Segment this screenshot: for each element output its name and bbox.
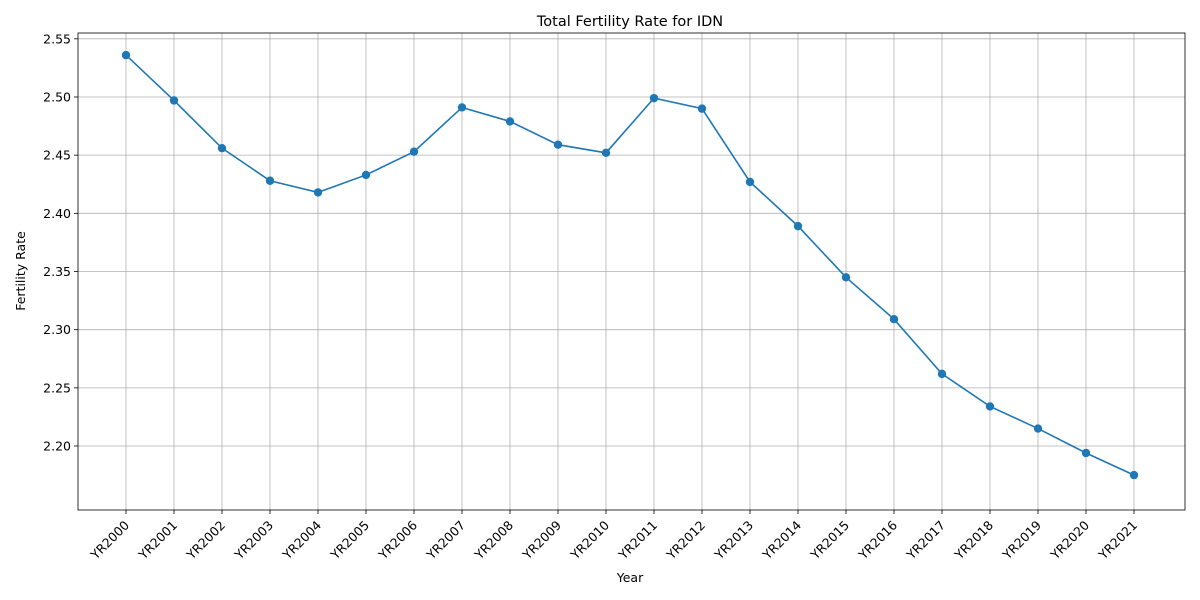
y-tick-label: 2.45 (43, 148, 71, 163)
data-point (457, 103, 467, 112)
data-point (841, 273, 851, 282)
x-tick-label: YR2018 (951, 517, 996, 562)
y-axis-ticks: 2.20 2.25 2.30 2.35 2.40 2.45 2.50 2.55 (43, 31, 78, 454)
y-tick-label: 2.55 (43, 31, 71, 46)
x-tick-label: YR2007 (423, 518, 468, 563)
data-point (793, 221, 803, 231)
data-point (697, 104, 707, 113)
data-point (169, 96, 179, 105)
x-tick-label: YR2009 (519, 517, 564, 562)
series-line (125, 54, 1135, 476)
data-point (649, 93, 659, 103)
data-point (361, 170, 371, 180)
x-tick-label: YR2003 (231, 518, 276, 563)
x-tick-label: YR2000 (87, 517, 132, 562)
x-tick-label: YR2012 (663, 518, 708, 563)
y-tick-label: 2.35 (43, 264, 71, 279)
y-tick-label: 2.25 (43, 380, 71, 395)
x-tick-label: YR2006 (375, 517, 420, 562)
data-point (1033, 424, 1043, 433)
x-tick-label: YR2011 (615, 518, 660, 563)
x-tick-label: YR2004 (279, 517, 324, 562)
x-tick-label: YR2013 (711, 518, 756, 563)
data-point (121, 50, 131, 60)
data-point (745, 177, 755, 187)
data-point (313, 188, 323, 197)
x-tick-label: YR2001 (135, 518, 180, 563)
data-point (1129, 470, 1139, 480)
x-tick-label: YR2019 (999, 517, 1044, 562)
data-point (937, 369, 947, 379)
data-point (217, 143, 227, 153)
data-point (265, 176, 275, 185)
y-tick-label: 2.50 (43, 89, 71, 104)
y-tick-label: 2.40 (43, 206, 71, 221)
y-axis-label: Fertility Rate (13, 231, 28, 311)
data-point (409, 147, 419, 156)
data-point (505, 117, 515, 126)
x-tick-label: YR2015 (807, 518, 852, 563)
data-point (601, 148, 611, 158)
x-tick-label: YR2010 (567, 517, 612, 562)
x-tick-label: YR2017 (903, 518, 948, 563)
x-axis-ticks: YR2000 YR2001 YR2002 YR2003 YR2004 YR2005 YR20… (87, 510, 1140, 563)
x-tick-label: YR2014 (759, 517, 804, 562)
x-tick-label: YR2016 (855, 517, 900, 562)
data-point (985, 402, 995, 411)
x-tick-label: YR2005 (327, 518, 372, 563)
x-tick-label: YR2020 (1047, 517, 1092, 562)
y-tick-label: 2.30 (43, 322, 71, 337)
x-axis-label: Year (616, 570, 644, 585)
chart-title: Total Fertility Rate for IDN (536, 14, 723, 30)
x-tick-label: YR2021 (1095, 518, 1140, 563)
data-point (889, 315, 899, 324)
x-tick-label: YR2008 (471, 517, 516, 562)
y-tick-label: 2.20 (43, 439, 71, 454)
data-point (1081, 448, 1091, 458)
data-series (121, 50, 1139, 480)
data-point (553, 140, 563, 149)
grid-lines (78, 33, 1185, 510)
x-tick-label: YR2002 (183, 518, 228, 563)
